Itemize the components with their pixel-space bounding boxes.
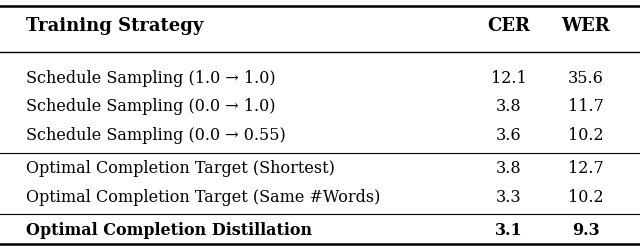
- Text: Schedule Sampling (0.0 → 0.55): Schedule Sampling (0.0 → 0.55): [26, 127, 285, 144]
- Text: Optimal Completion Target (Shortest): Optimal Completion Target (Shortest): [26, 160, 335, 177]
- Text: 3.8: 3.8: [496, 98, 522, 115]
- Text: WER: WER: [561, 17, 610, 35]
- Text: 10.2: 10.2: [568, 127, 604, 144]
- Text: Schedule Sampling (1.0 → 1.0): Schedule Sampling (1.0 → 1.0): [26, 70, 275, 87]
- Text: 12.7: 12.7: [568, 160, 604, 177]
- Text: 3.1: 3.1: [495, 222, 523, 239]
- Text: Schedule Sampling (0.0 → 1.0): Schedule Sampling (0.0 → 1.0): [26, 98, 275, 115]
- Text: Training Strategy: Training Strategy: [26, 17, 203, 35]
- Text: 3.6: 3.6: [496, 127, 522, 144]
- Text: Optimal Completion Target (Same #Words): Optimal Completion Target (Same #Words): [26, 189, 380, 206]
- Text: 9.3: 9.3: [572, 222, 600, 239]
- Text: Optimal Completion Distillation: Optimal Completion Distillation: [26, 222, 312, 239]
- Text: 3.3: 3.3: [496, 189, 522, 206]
- Text: 3.8: 3.8: [496, 160, 522, 177]
- Text: 10.2: 10.2: [568, 189, 604, 206]
- Text: 35.6: 35.6: [568, 70, 604, 87]
- Text: 12.1: 12.1: [491, 70, 527, 87]
- Text: 11.7: 11.7: [568, 98, 604, 115]
- Text: CER: CER: [487, 17, 531, 35]
